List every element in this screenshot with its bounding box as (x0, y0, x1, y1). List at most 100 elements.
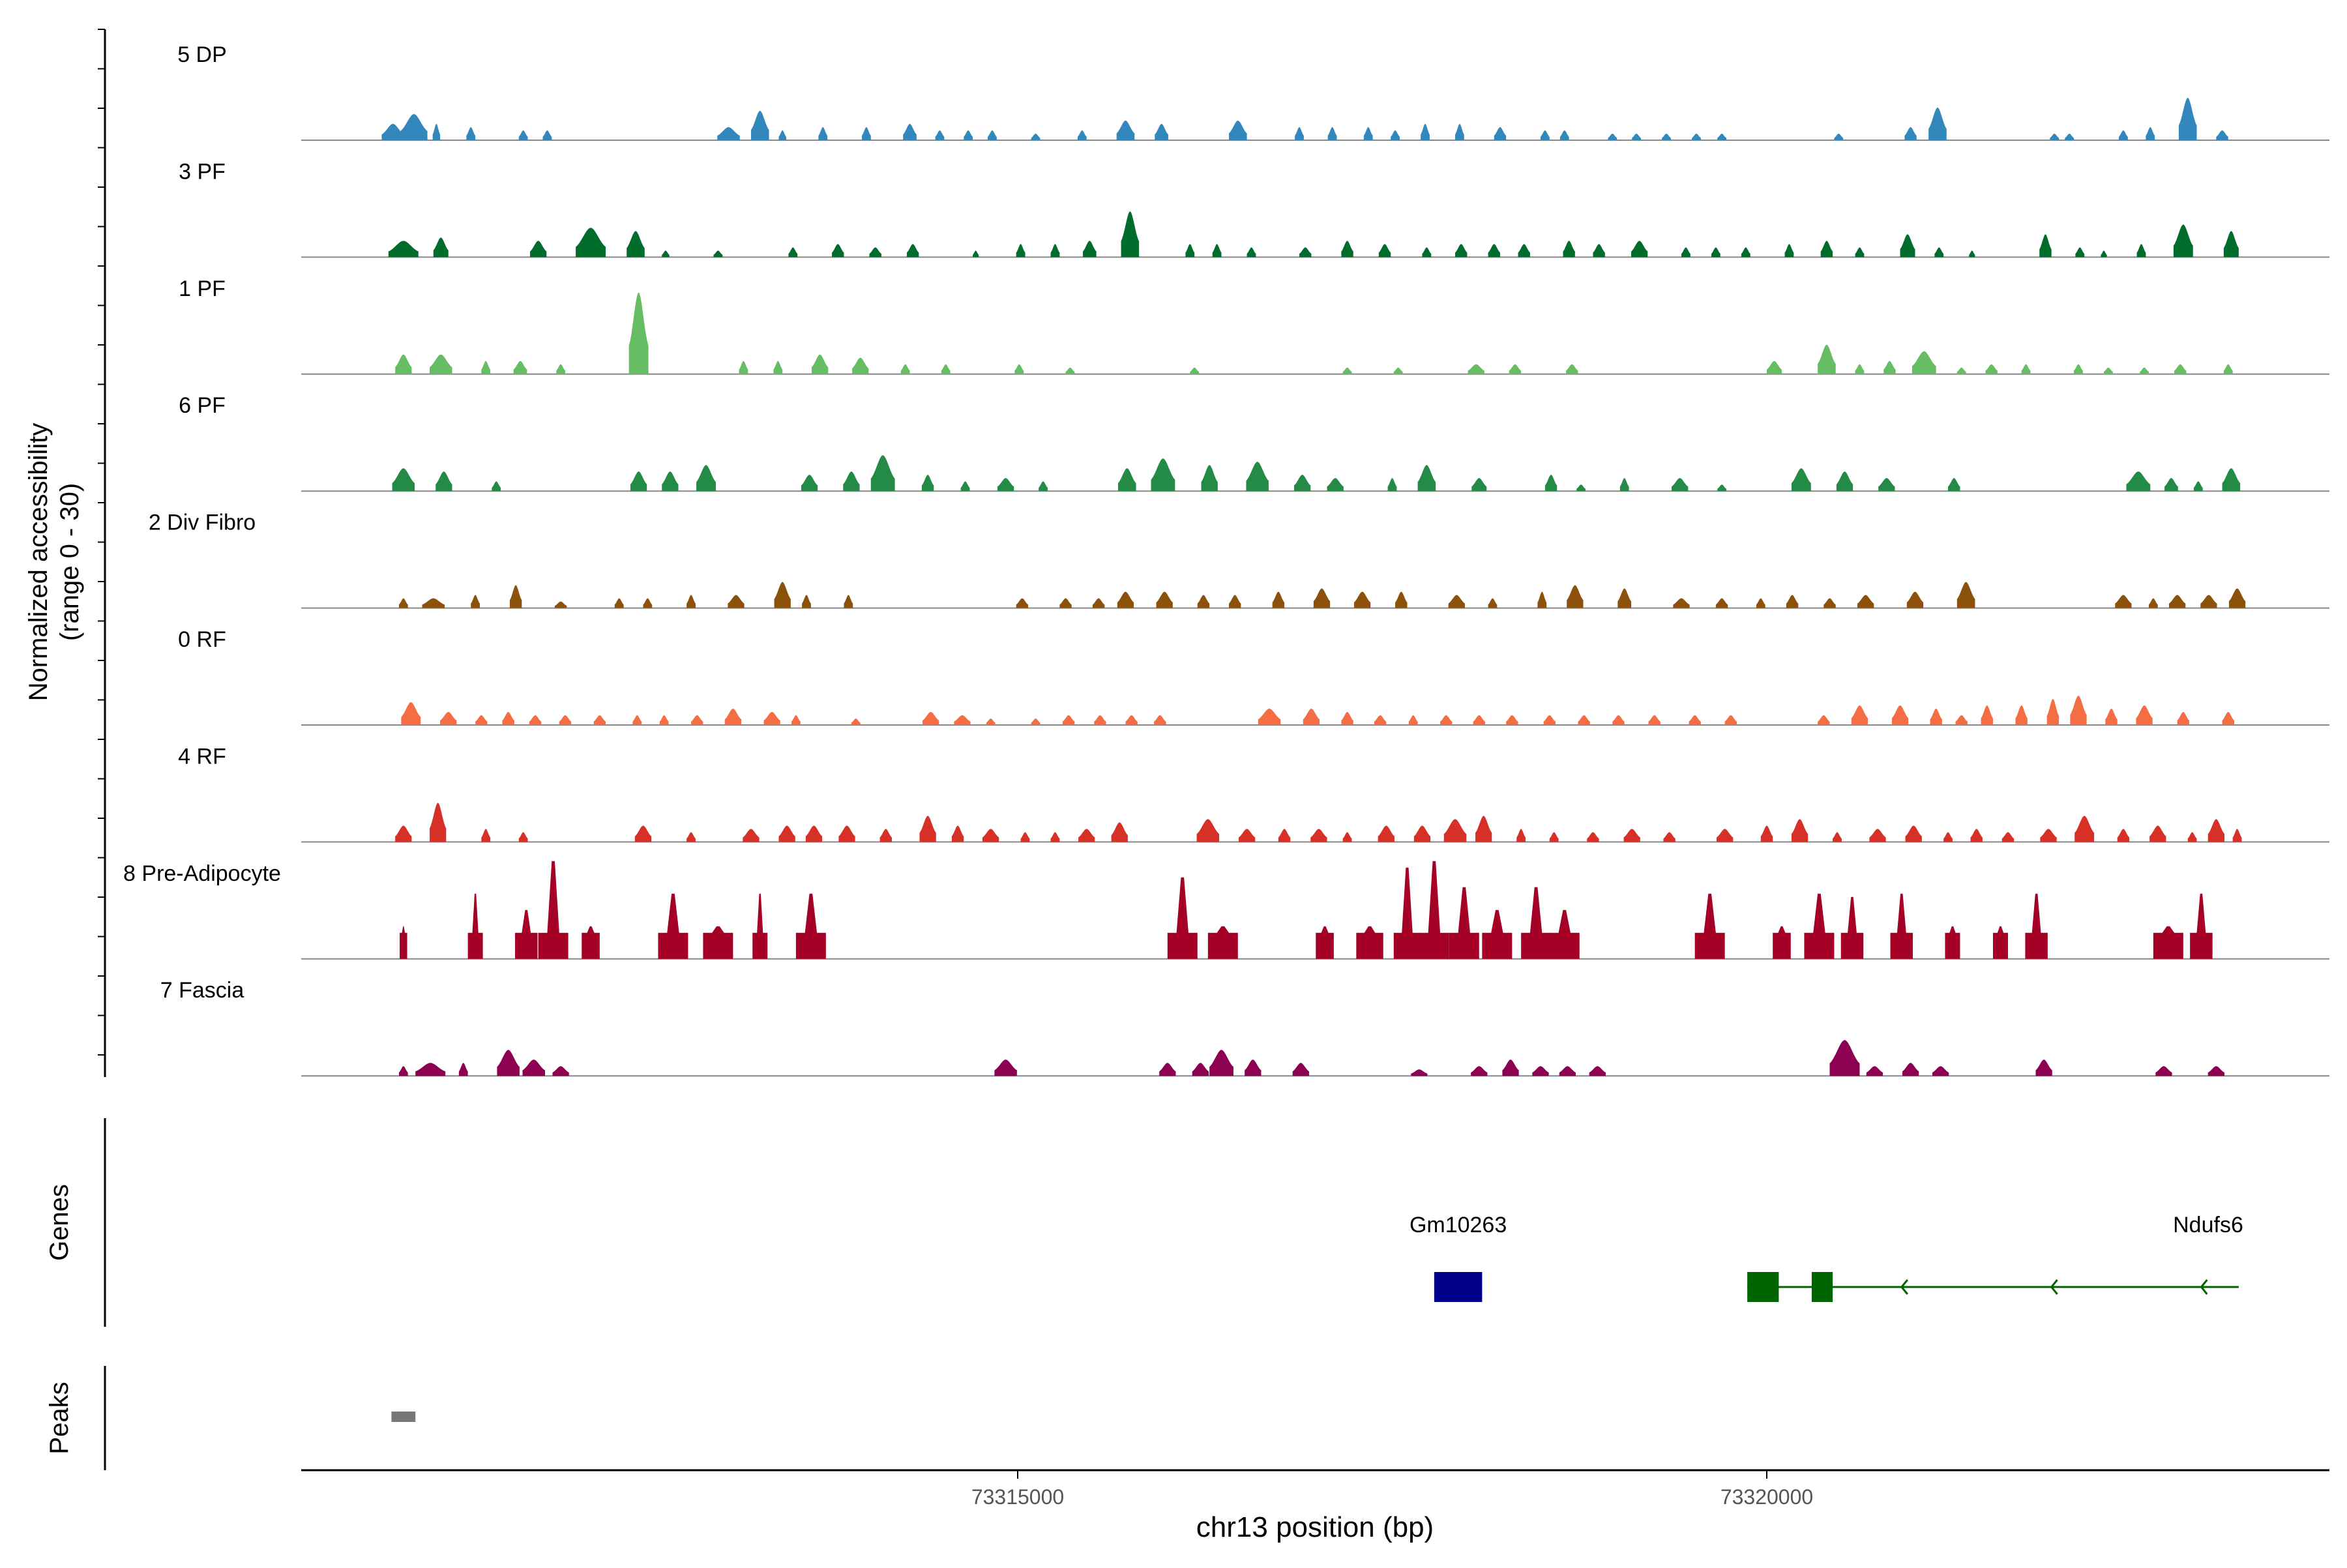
coverage-peak (2173, 224, 2193, 258)
coverage-peak (1313, 588, 1331, 608)
coverage-peak (395, 354, 412, 374)
coverage-peak (2153, 926, 2183, 959)
strand-arrow (2050, 1279, 2058, 1295)
coverage-peak (1623, 829, 1640, 842)
track-label: 4 RF (178, 744, 226, 769)
coverage-peak (2193, 481, 2203, 492)
coverage-peak (1890, 893, 1913, 959)
coverage-peak (1327, 478, 1344, 492)
coverage-peak (1094, 715, 1106, 725)
coverage-peak (2015, 705, 2028, 725)
coverage-peak (1902, 1063, 1919, 1076)
coverage-peak (838, 825, 855, 842)
track-6-pf: 6 PF (179, 393, 2329, 492)
coverage-peak (2207, 819, 2225, 842)
coverage-peak (1341, 712, 1353, 725)
gene-ndufs6: Ndufs6 (1747, 1213, 2243, 1302)
coverage-peak (2126, 471, 2151, 492)
coverage-peak (1791, 468, 1811, 492)
coverage-peak (440, 712, 457, 725)
coverage-peak (1154, 715, 1166, 725)
coverage-peak (2136, 705, 2153, 725)
coverage-peak (1855, 364, 1865, 374)
coverage-peak (1299, 247, 1312, 258)
coverage-peak (724, 709, 742, 725)
coverage-peak (1082, 241, 1097, 258)
coverage-peak (1857, 595, 1874, 608)
coverage-peak (1506, 715, 1518, 725)
coverage-peak (2222, 468, 2241, 492)
track-2-div-fibro: 2 Div Fibro (149, 510, 2329, 609)
coverage-peak (1773, 926, 1791, 959)
coverage-peak (1559, 1066, 1576, 1076)
coverage-peak (1016, 244, 1026, 258)
coverage-peak (467, 893, 483, 959)
track-label: 3 PF (179, 159, 226, 184)
coverage-peak (2075, 247, 2085, 258)
coverage-peak (1488, 244, 1500, 258)
coverage-peak (662, 471, 679, 492)
coverage-peak (1851, 705, 1868, 725)
coverage-peak (1715, 598, 1728, 608)
coverage-peak (1502, 1059, 1519, 1076)
coverage-peak (422, 598, 445, 608)
coverage-peak (1246, 462, 1269, 492)
coverage-peak (1992, 926, 2008, 959)
coverage-peak (1981, 705, 1993, 725)
coverage-peak (2223, 231, 2239, 258)
coverage-peak (1374, 715, 1387, 725)
coverage-peak (435, 471, 452, 492)
coverage-peak (1632, 134, 1641, 140)
coverage-peak (1016, 598, 1029, 608)
coverage-peak (2101, 250, 2107, 258)
coverage-peak (381, 124, 404, 140)
coverage-peak (659, 715, 669, 725)
coverage-peak (2232, 829, 2242, 842)
track-1-pf: 1 PF (179, 276, 2329, 375)
coverage-peak (395, 825, 412, 842)
coverage-peak (1672, 478, 1689, 492)
coverage-peak (852, 357, 869, 374)
coverage-peak (1209, 1050, 1233, 1076)
coverage-peak (658, 893, 688, 959)
coverage-peak (2228, 588, 2246, 608)
coverage-peak (1422, 247, 1432, 258)
coverage-peak (518, 130, 528, 140)
coverage-peak (1190, 367, 1200, 374)
track-label: 7 Fascia (160, 978, 244, 1003)
coverage-peak (1121, 211, 1140, 258)
coverage-peak (2104, 367, 2113, 374)
coverage-peak (1059, 598, 1072, 608)
coverage-peak (1419, 861, 1449, 959)
coverage-y-ticks (98, 29, 105, 1056)
coverage-peak (1587, 832, 1599, 842)
coverage-peak (1566, 364, 1578, 374)
coverage-peak (1471, 1066, 1488, 1076)
track-0-rf: 0 RF (178, 627, 2329, 726)
coverage-peak (843, 471, 860, 492)
coverage-peak (515, 910, 538, 959)
strand-arrow (1900, 1279, 1908, 1295)
coverage-peak (1891, 705, 1909, 725)
coverage-peak (982, 829, 999, 842)
coverage-peak (1820, 241, 1833, 258)
coverage-peak (717, 127, 740, 140)
coverage-peak (773, 361, 783, 374)
coverage-peak (492, 481, 501, 492)
track-label: 8 Pre-Adipocyte (123, 861, 281, 886)
coverage-peak (1316, 926, 1334, 959)
gene-label: Gm10263 (1410, 1213, 1507, 1237)
track-label: 1 PF (179, 276, 226, 301)
coverage-peak (1741, 247, 1750, 258)
coverage-peak (2074, 816, 2095, 842)
coverage-peak (1866, 1066, 1883, 1076)
coverage-peak (906, 244, 919, 258)
coverage-peak (774, 582, 791, 608)
coverage-peak (1443, 819, 1467, 842)
gene-label: Ndufs6 (2173, 1213, 2243, 1237)
coverage-peak (627, 231, 645, 258)
coverage-peak (1934, 247, 1944, 258)
coverage-peak (791, 715, 801, 725)
gene-annotations: Gm10263 Ndufs6 (1410, 1213, 2243, 1302)
